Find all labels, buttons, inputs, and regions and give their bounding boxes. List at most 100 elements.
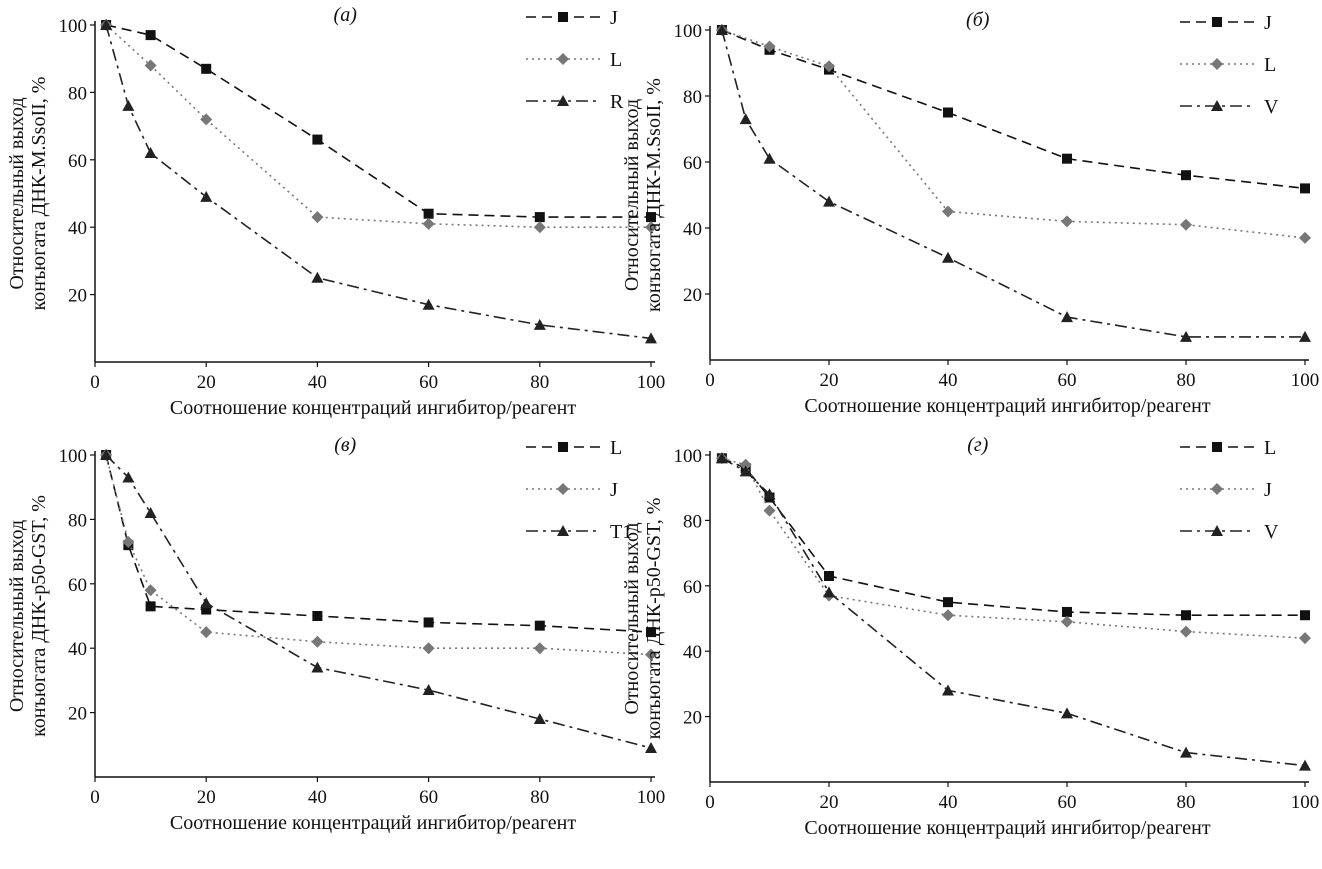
series-V — [715, 24, 1311, 342]
x-tick-label: 60 — [1058, 370, 1077, 391]
data-point — [942, 205, 954, 218]
legend-marker — [558, 12, 568, 22]
y-tick-label: 40 — [68, 639, 87, 660]
x-tick-label: 100 — [1291, 370, 1320, 391]
y-tick-label: 20 — [683, 708, 702, 729]
data-point — [534, 212, 545, 223]
data-point — [533, 642, 546, 655]
data-point — [144, 506, 157, 518]
data-point — [1062, 606, 1072, 617]
legend-marker — [1212, 17, 1222, 27]
data-point — [145, 30, 156, 41]
data-point — [823, 586, 835, 598]
x-tick-label: 60 — [419, 372, 438, 393]
data-point — [533, 318, 546, 330]
series-L — [716, 453, 1310, 621]
data-point — [200, 626, 213, 639]
y-tick-label: 80 — [683, 87, 702, 108]
data-point — [943, 107, 953, 118]
legend-item-R: R — [526, 91, 624, 113]
x-tick-label: 20 — [197, 787, 216, 808]
data-point — [122, 535, 135, 548]
x-tick-label: 40 — [308, 372, 327, 393]
series-line — [721, 457, 1306, 639]
data-point — [823, 60, 835, 73]
y-tick-label: 20 — [68, 286, 87, 307]
data-point — [646, 627, 656, 638]
chart-panel-3: 0 20 40 60 80 100 20 40 60 80 100 Соотношение конце… — [6, 434, 665, 834]
data-point — [739, 458, 752, 471]
data-point — [200, 113, 213, 126]
data-point — [422, 217, 435, 230]
x-tick-label: 40 — [308, 787, 327, 808]
series-line — [721, 29, 1305, 338]
data-point — [715, 452, 728, 464]
data-point — [100, 19, 113, 30]
data-point — [312, 611, 323, 621]
series-T1 — [100, 449, 657, 754]
data-point — [739, 465, 752, 477]
y-axis-title: конъюгата ДНК-M.SsoII, % — [643, 78, 665, 312]
data-point — [311, 211, 324, 224]
data-point — [645, 221, 657, 234]
y-tick-label: 20 — [683, 285, 702, 306]
data-point — [942, 251, 954, 263]
panel-label: (г) — [967, 434, 988, 456]
y-axis-title: Относительный выход — [621, 522, 643, 714]
legend-label: V — [1264, 96, 1279, 118]
series-J — [715, 452, 1311, 645]
data-point — [422, 298, 435, 310]
data-point — [200, 597, 213, 609]
x-tick-label: 0 — [90, 372, 100, 393]
data-point — [122, 471, 135, 483]
data-point — [763, 152, 776, 164]
data-point — [423, 617, 434, 628]
legend-marker — [557, 95, 569, 106]
legend-item-J: J — [526, 7, 618, 29]
data-point — [1299, 330, 1311, 342]
data-point — [144, 59, 157, 72]
x-tick-label: 100 — [637, 787, 666, 808]
data-point — [1061, 707, 1073, 719]
x-tick-label: 100 — [637, 372, 666, 393]
legend-item-J: J — [526, 479, 618, 501]
legend-marker — [1211, 100, 1223, 111]
legend-marker — [557, 53, 569, 65]
x-tick-label: 100 — [1291, 792, 1320, 813]
data-point — [145, 601, 156, 612]
series-L — [715, 24, 1311, 244]
x-tick-label: 80 — [1177, 370, 1196, 391]
series-J — [101, 20, 656, 223]
legend-label: J — [1264, 479, 1272, 501]
data-point — [201, 604, 212, 615]
series-line — [105, 454, 652, 633]
data-point — [1180, 218, 1192, 231]
data-point — [1299, 632, 1311, 645]
x-tick-label: 20 — [197, 372, 216, 393]
legend-marker — [1212, 442, 1222, 452]
y-axis-title: конъюгата ДНК-p50-GST, % — [28, 495, 50, 737]
y-axis-title: конъюгата ДНК-M.SsoII, % — [28, 77, 50, 311]
data-point — [1061, 215, 1073, 228]
legend-item-L: L — [1180, 54, 1276, 76]
y-tick-label: 60 — [68, 575, 87, 596]
y-axis-title: конъюгата ДНК-p50-GST, % — [643, 498, 665, 740]
series-V — [715, 452, 1311, 771]
y-tick-label: 60 — [683, 577, 702, 598]
y-tick-label: 20 — [68, 704, 87, 725]
data-point — [1061, 311, 1073, 323]
panel-label: (б) — [966, 9, 990, 31]
data-point — [144, 147, 157, 159]
data-point — [942, 684, 954, 696]
legend-label: V — [1264, 521, 1279, 543]
legend-item-V: V — [1180, 521, 1279, 543]
y-tick-label: 80 — [68, 83, 87, 104]
x-tick-label: 20 — [820, 370, 839, 391]
legend-item-V: V — [1180, 96, 1279, 118]
data-point — [763, 40, 776, 53]
data-point — [201, 63, 212, 74]
y-tick-label: 100 — [59, 446, 88, 467]
y-axis-title: Относительный выход — [6, 97, 28, 289]
legend-label: L — [610, 437, 622, 459]
legend-marker — [558, 442, 568, 452]
